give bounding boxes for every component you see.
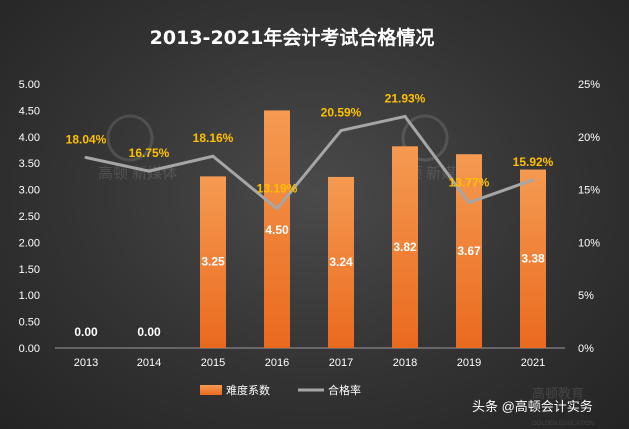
y-left-tick-label: 3.50	[19, 158, 40, 170]
x-tick-label: 2016	[265, 357, 289, 369]
x-tick-label: 2018	[393, 357, 417, 369]
y-left-tick-label: 1.00	[19, 290, 40, 302]
bar	[456, 154, 482, 348]
y-left-tick-label: 2.00	[19, 237, 40, 249]
bar	[200, 176, 226, 348]
bar-value-labels: 0.00 0.00 3.25 4.50 3.24 3.82 3.67 3.38	[74, 223, 545, 339]
bar-value-label: 4.50	[265, 223, 289, 237]
y-right-tick-label: 15%	[578, 185, 600, 197]
left-axis: 0.00 0.50 1.00 1.50 2.00 2.50 3.00 3.50 4.00 4.50…	[19, 79, 40, 355]
line-value-labels: 18.04% 16.75% 18.16% 13.19% 20.59% 21.93% 13.7…	[66, 91, 554, 195]
line-value-label: 16.75%	[129, 146, 170, 160]
right-axis: 0% 5% 10% 15% 20% 25%	[578, 79, 600, 355]
y-left-tick-label: 5.00	[19, 79, 40, 91]
x-tick-label: 2014	[137, 357, 161, 369]
x-tick-label: 2015	[201, 357, 225, 369]
legend-bar-label: 难度系数	[226, 383, 270, 397]
legend-line-label: 合格率	[328, 383, 361, 397]
y-left-tick-label: 1.50	[19, 264, 40, 276]
bar-value-label: 3.67	[457, 244, 481, 258]
y-left-tick-label: 0.00	[19, 343, 40, 355]
bar-value-label: 3.24	[329, 255, 353, 269]
y-right-tick-label: 20%	[578, 132, 600, 144]
bar-value-label: 0.00	[74, 325, 98, 339]
line-value-label: 13.77%	[449, 176, 490, 190]
y-right-tick-label: 10%	[578, 237, 600, 249]
x-axis: 2013 2014 2015 2016 2017 2018 2019 2021	[74, 357, 545, 369]
bar-value-label: 3.82	[393, 240, 417, 254]
line-value-label: 18.16%	[193, 131, 234, 145]
line-point	[339, 129, 343, 133]
footer-logo-text: 高顿教育	[532, 386, 584, 401]
bar-value-label: 3.25	[201, 255, 225, 269]
legend-bar-swatch	[200, 385, 222, 395]
x-tick-label: 2019	[457, 357, 481, 369]
line-point	[275, 207, 279, 211]
bar	[328, 176, 354, 348]
x-tick-label: 2021	[521, 357, 545, 369]
y-right-tick-label: 0%	[578, 343, 594, 355]
line-value-label: 18.04%	[66, 132, 107, 146]
bar-series	[200, 110, 546, 349]
line-point	[531, 178, 535, 182]
bar	[392, 146, 418, 348]
y-left-tick-label: 0.50	[19, 317, 40, 329]
bar	[520, 169, 546, 348]
footer-logo-en: GOLDEN EDUCATION	[532, 421, 594, 427]
x-tick-label: 2013	[74, 357, 98, 369]
y-left-tick-label: 3.00	[19, 185, 40, 197]
line-point	[211, 154, 215, 158]
y-left-tick-label: 2.50	[19, 211, 40, 223]
y-right-tick-label: 5%	[578, 290, 594, 302]
x-tick-label: 2017	[329, 357, 353, 369]
line-value-label: 20.59%	[321, 106, 362, 120]
legend: 难度系数 合格率	[200, 383, 361, 397]
line-value-label: 15.92%	[513, 155, 554, 169]
y-right-tick-label: 25%	[578, 79, 600, 91]
y-left-tick-label: 4.00	[19, 132, 40, 144]
line-point	[84, 155, 88, 159]
line-point	[467, 201, 471, 205]
line-value-label: 21.93%	[385, 91, 426, 105]
line-series	[84, 114, 535, 211]
line-value-label: 13.19%	[257, 182, 298, 196]
footer-logo: 高顿教育 GOLDEN EDUCATION	[532, 386, 594, 427]
bar-value-label: 0.00	[137, 325, 161, 339]
line-point	[147, 169, 151, 173]
bar-value-label: 3.38	[521, 251, 545, 265]
line-point	[403, 114, 407, 118]
chart-title: 2013-2021年会计考试合格情况	[150, 26, 435, 49]
line-path	[85, 114, 534, 211]
footer-credit: 头条 @高顿会计实务	[472, 399, 593, 414]
y-left-tick-label: 4.50	[19, 105, 40, 117]
bar	[264, 110, 290, 349]
